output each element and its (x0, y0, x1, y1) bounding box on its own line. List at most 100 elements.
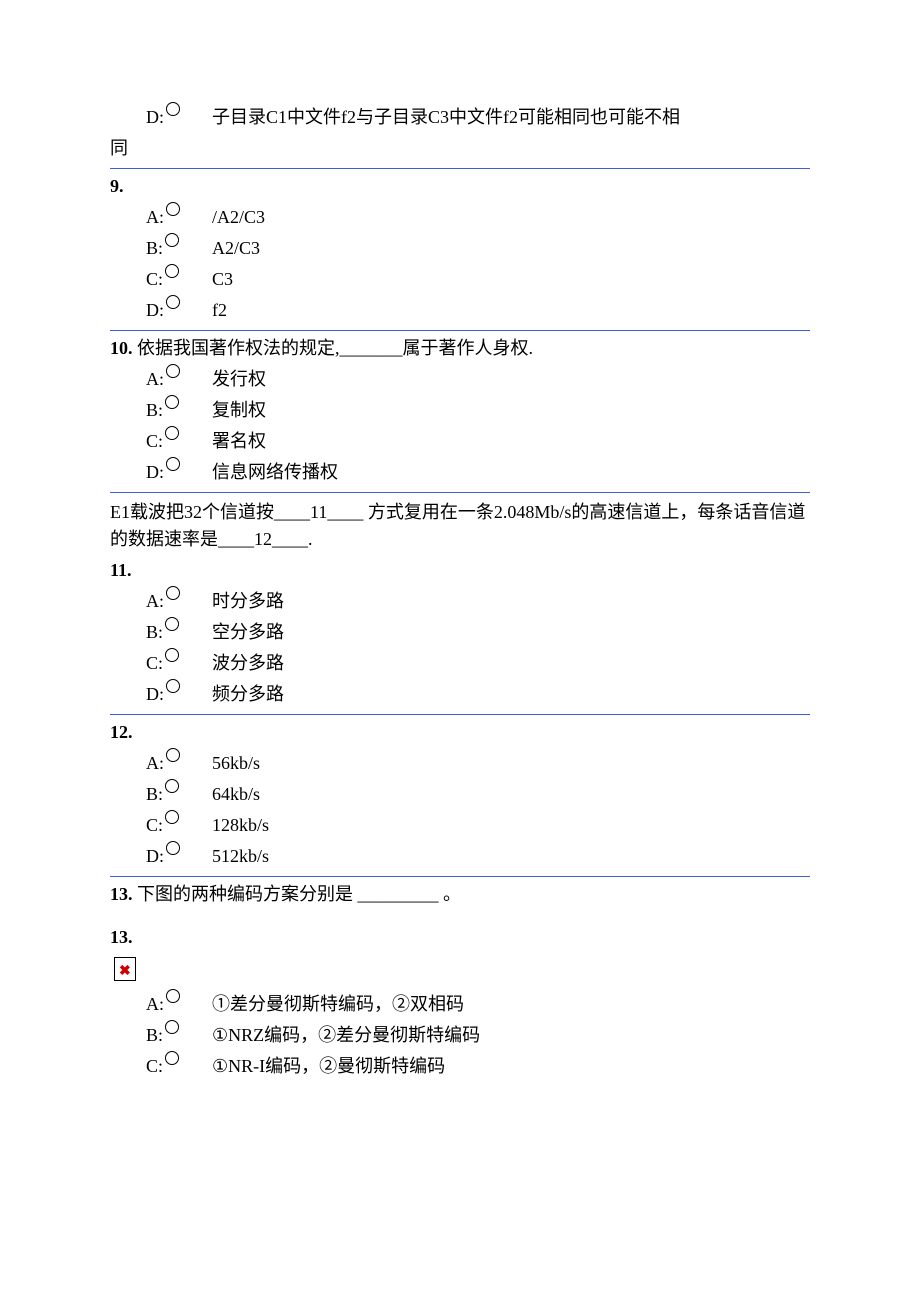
radio-icon[interactable] (166, 295, 180, 309)
question-number: 11. (110, 560, 132, 580)
option-text: f2 (212, 297, 810, 324)
option-label: C: (146, 1053, 163, 1080)
radio-icon[interactable] (165, 264, 179, 278)
option-row: B: 空分多路 (146, 619, 810, 646)
question-number: 13. (110, 884, 133, 904)
radio-icon[interactable] (166, 364, 180, 378)
question-number: 9. (110, 176, 124, 196)
radio-icon[interactable] (166, 102, 180, 116)
option-row: B: ①NRZ编码，②差分曼彻斯特编码 (146, 1022, 810, 1049)
option-row: D: 子目录C1中文件f2与子目录C3中文件f2可能相同也可能不相 (146, 104, 810, 131)
option-label: D: (146, 459, 164, 486)
option-text: 56kb/s (212, 750, 810, 777)
option-row: A: 56kb/s (146, 750, 810, 777)
option-label: C: (146, 650, 163, 677)
intro-text-11-12: E1载波把32个信道按____11____ 方式复用在一条2.048Mb/s的高… (110, 499, 810, 553)
option-row: D: 512kb/s (146, 843, 810, 870)
radio-icon[interactable] (165, 395, 179, 409)
radio-icon[interactable] (165, 1051, 179, 1065)
option-text: ①NRZ编码，②差分曼彻斯特编码 (212, 1022, 810, 1049)
option-row: A: 时分多路 (146, 588, 810, 615)
option-text: 署名权 (212, 428, 810, 455)
option-label: D: (146, 681, 164, 708)
option-text: ①NR-I编码，②曼彻斯特编码 (212, 1053, 810, 1080)
option-label: D: (146, 104, 164, 131)
option-label: A: (146, 204, 164, 231)
option-row: B: 复制权 (146, 397, 810, 424)
option-text: ①差分曼彻斯特编码，②双相码 (212, 991, 810, 1018)
option-label: C: (146, 428, 163, 455)
radio-icon[interactable] (166, 586, 180, 600)
radio-icon[interactable] (165, 233, 179, 247)
option-label: B: (146, 397, 163, 424)
radio-icon[interactable] (166, 202, 180, 216)
option-label: B: (146, 619, 163, 646)
option-label: D: (146, 843, 164, 870)
radio-icon[interactable] (166, 457, 180, 471)
option-row: C: ①NR-I编码，②曼彻斯特编码 (146, 1053, 810, 1080)
question-number: 13. (110, 927, 133, 947)
radio-icon[interactable] (165, 648, 179, 662)
option-row: A: 发行权 (146, 366, 810, 393)
option-row: B: A2/C3 (146, 235, 810, 262)
option-row: C: 署名权 (146, 428, 810, 455)
option-row: C: C3 (146, 266, 810, 293)
radio-icon[interactable] (165, 426, 179, 440)
radio-icon[interactable] (165, 779, 179, 793)
option-label: C: (146, 812, 163, 839)
radio-icon[interactable] (165, 617, 179, 631)
radio-icon[interactable] (166, 989, 180, 1003)
option-text: 512kb/s (212, 843, 810, 870)
separator (110, 492, 810, 493)
radio-icon[interactable] (166, 748, 180, 762)
option-row: C: 波分多路 (146, 650, 810, 677)
separator (110, 168, 810, 169)
radio-icon[interactable] (165, 1020, 179, 1034)
option-row: C: 128kb/s (146, 812, 810, 839)
radio-icon[interactable] (165, 810, 179, 824)
option-label: C: (146, 266, 163, 293)
option-label: B: (146, 1022, 163, 1049)
option-row: B: 64kb/s (146, 781, 810, 808)
separator (110, 876, 810, 877)
option-label: B: (146, 235, 163, 262)
question-12: 12. A: 56kb/s B: 64kb/s C: 128kb/s D: 51… (110, 719, 810, 870)
broken-image-icon: ✖ (114, 957, 136, 981)
option-row: D: f2 (146, 297, 810, 324)
option-label: B: (146, 781, 163, 808)
option-row: D: 信息网络传播权 (146, 459, 810, 486)
question-8-partial: D: 子目录C1中文件f2与子目录C3中文件f2可能相同也可能不相 (110, 104, 810, 131)
option-label: A: (146, 750, 164, 777)
option-text: 频分多路 (212, 681, 810, 708)
radio-icon[interactable] (166, 679, 180, 693)
option-text-continuation: 同 (110, 135, 810, 162)
option-text: 信息网络传播权 (212, 459, 810, 486)
option-label: D: (146, 297, 164, 324)
option-label: A: (146, 588, 164, 615)
separator (110, 330, 810, 331)
option-text: /A2/C3 (212, 204, 810, 231)
radio-icon[interactable] (166, 841, 180, 855)
question-text: 依据我国著作权法的规定,_______属于著作人身权. (137, 338, 533, 358)
option-label: A: (146, 991, 164, 1018)
option-text: 64kb/s (212, 781, 810, 808)
option-text: C3 (212, 266, 810, 293)
option-text: 波分多路 (212, 650, 810, 677)
question-number: 12. (110, 722, 133, 742)
option-text: 复制权 (212, 397, 810, 424)
question-10: 10. 依据我国著作权法的规定,_______属于著作人身权. A: 发行权 B… (110, 335, 810, 486)
question-9: 9. A: /A2/C3 B: A2/C3 C: C3 D: f2 (110, 173, 810, 324)
option-row: A: /A2/C3 (146, 204, 810, 231)
separator (110, 714, 810, 715)
question-text: 下图的两种编码方案分别是 _________ 。 (137, 884, 461, 904)
option-label: A: (146, 366, 164, 393)
option-text: 发行权 (212, 366, 810, 393)
option-row: A: ①差分曼彻斯特编码，②双相码 (146, 991, 810, 1018)
option-text: 时分多路 (212, 588, 810, 615)
option-row: D: 频分多路 (146, 681, 810, 708)
option-text: 128kb/s (212, 812, 810, 839)
question-number: 10. (110, 338, 133, 358)
question-13: 13. 下图的两种编码方案分别是 _________ 。 13. ✖ A: ①差… (110, 881, 810, 1080)
option-text: 空分多路 (212, 619, 810, 646)
question-11: 11. A: 时分多路 B: 空分多路 C: 波分多路 D: 频分多路 (110, 557, 810, 708)
